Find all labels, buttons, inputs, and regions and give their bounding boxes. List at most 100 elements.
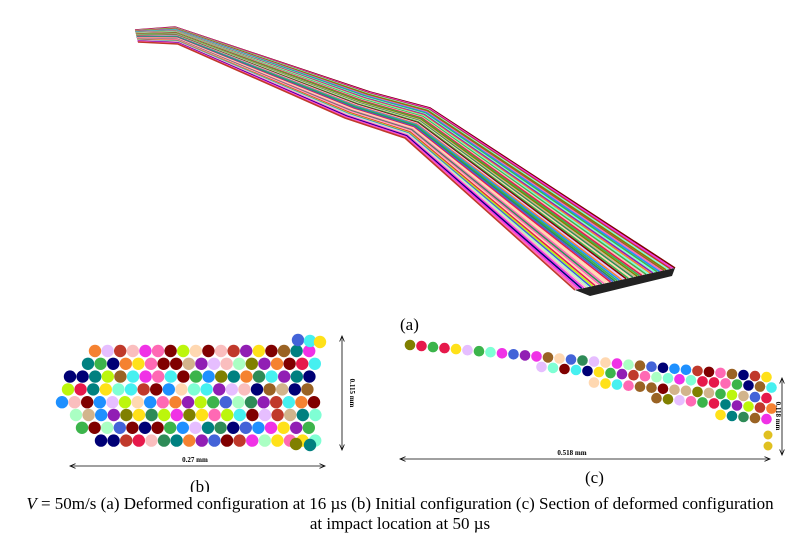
fiber-section	[657, 362, 669, 374]
fiber-section	[680, 385, 692, 397]
fiber-section	[252, 421, 265, 434]
fiber-section	[113, 421, 127, 434]
fiber-section	[763, 441, 773, 451]
fiber-section	[150, 383, 163, 396]
fiber-section	[126, 370, 140, 383]
fiber-section	[257, 396, 270, 409]
fiber-section	[577, 355, 588, 366]
fiber-section	[593, 366, 605, 378]
fiber-section	[731, 400, 743, 411]
fiber-section	[290, 421, 303, 434]
fiber-section	[151, 344, 165, 358]
fiber-section	[244, 396, 258, 409]
fiber-section	[303, 370, 316, 383]
fiber-section	[697, 397, 708, 408]
fiber-section	[233, 434, 246, 447]
fiber-section	[99, 383, 113, 396]
fiber	[137, 38, 596, 287]
fiber-section	[738, 390, 749, 402]
fiber-section	[639, 370, 651, 382]
fiber-section	[89, 370, 102, 383]
fiber-section	[605, 367, 616, 379]
fiber-section	[309, 408, 322, 422]
fiber-section	[761, 392, 772, 404]
fiber-section	[189, 344, 202, 358]
fiber-section	[208, 434, 221, 447]
fiber-section	[169, 396, 182, 409]
fiber-section	[720, 378, 731, 389]
fiber-section	[623, 359, 634, 371]
fiber-section	[107, 357, 120, 370]
fiber-section	[291, 333, 305, 347]
deformed-section	[404, 339, 777, 451]
fiber-section	[189, 370, 203, 383]
fiber-section	[743, 380, 754, 391]
fiber-section	[258, 357, 271, 370]
fiber-section	[749, 391, 761, 403]
fiber-section	[144, 396, 157, 409]
fiber-section	[120, 434, 133, 447]
fiber-section	[270, 357, 284, 370]
fiber-section	[107, 434, 120, 447]
fiber-section	[270, 396, 283, 409]
fiber-section	[307, 396, 321, 409]
fiber-section	[547, 362, 559, 374]
fiber-section	[252, 370, 266, 383]
fiber-section	[634, 360, 646, 372]
fiber-section	[214, 344, 228, 358]
fiber-section	[61, 383, 75, 396]
fiber-section	[219, 396, 232, 409]
fiber-section	[588, 356, 600, 367]
fiber-section	[703, 387, 715, 399]
fiber-section	[93, 396, 107, 409]
fiber-section	[101, 370, 115, 383]
fiber-section	[290, 344, 303, 358]
fiber-section	[200, 383, 213, 396]
fiber-section	[181, 396, 195, 409]
fiber-section	[164, 370, 177, 383]
fiber-section	[126, 421, 139, 434]
fiber-section	[302, 421, 315, 434]
fiber-section	[731, 379, 743, 390]
fiber-section	[145, 408, 158, 422]
fiber-section	[519, 350, 531, 361]
fiber-section	[616, 368, 628, 380]
fiber-section	[600, 357, 611, 368]
fiber-section	[132, 357, 145, 370]
fiber-section	[646, 361, 657, 373]
fiber-section	[284, 408, 297, 422]
fiber-section	[201, 421, 215, 434]
fiber	[137, 41, 576, 291]
fiber-section	[101, 344, 114, 358]
dimension-label: 0.27 mm	[182, 456, 208, 464]
fiber-section	[570, 364, 582, 376]
fiber-section	[749, 370, 761, 382]
fiber-section	[195, 357, 208, 370]
panel-label: (a)	[400, 315, 419, 334]
fiber-section	[761, 371, 772, 383]
fiber-section	[207, 396, 220, 409]
fiber-section	[176, 421, 189, 434]
fiber-section	[662, 394, 674, 405]
fiber-section	[708, 398, 720, 409]
fiber-section	[669, 384, 680, 396]
fiber-section	[94, 357, 107, 370]
fiber-section	[715, 367, 726, 379]
fiber-section	[177, 344, 190, 358]
fiber-section	[766, 382, 777, 393]
fiber-section	[554, 353, 565, 364]
fiber-section	[715, 388, 726, 400]
fiber-section	[265, 344, 278, 358]
fiber-section	[158, 408, 171, 422]
fiber-section	[685, 396, 697, 407]
fiber-section	[439, 342, 450, 354]
fiber	[137, 39, 587, 289]
fiber-section	[215, 370, 228, 383]
fiber-section	[101, 421, 114, 434]
fiber-section	[697, 376, 708, 387]
fiber-section	[88, 421, 101, 434]
fiber-section	[162, 383, 175, 396]
fiber-section	[118, 396, 132, 409]
fiber-section	[277, 344, 291, 358]
